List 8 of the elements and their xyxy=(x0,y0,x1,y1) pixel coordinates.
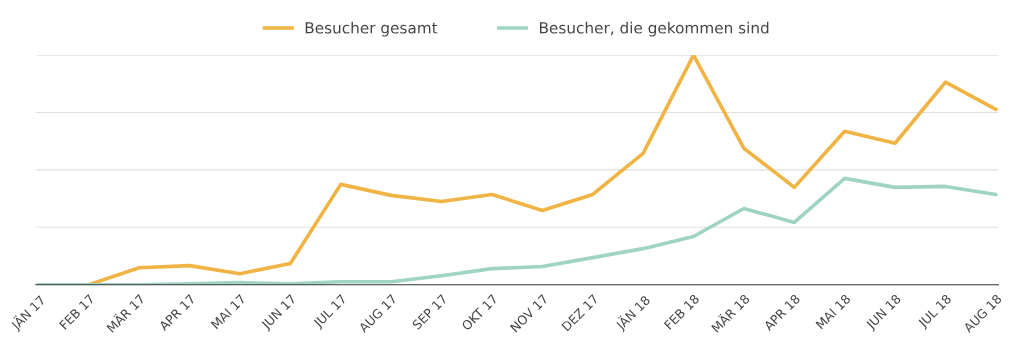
x-tick-label: FEB 18 xyxy=(663,293,700,330)
legend-label: Besucher gesamt xyxy=(305,21,438,37)
legend-label: Besucher, die gekommen sind xyxy=(540,21,769,37)
x-tick-label: JUL 18 xyxy=(917,293,954,331)
x-tick-label: JUL 17 xyxy=(312,294,349,331)
x-tick-label: MAI 17 xyxy=(210,294,246,330)
x-tick-label: MAI 18 xyxy=(815,293,851,330)
x-tick-label: FEB 17 xyxy=(59,294,95,330)
